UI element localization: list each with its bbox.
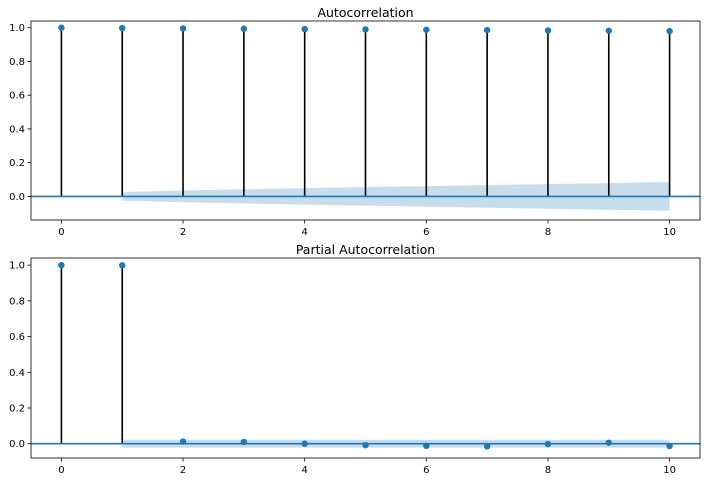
pacf-point-7 <box>483 443 491 450</box>
acf-point-2 <box>179 25 187 32</box>
acf-point-3 <box>240 25 248 32</box>
acf-panel: Autocorrelation 0 2 4 6 8 10 0.0 0.2 0.4 0.6 0.8 1.… <box>9 5 701 238</box>
acf-ytick-label: 0.0 <box>9 192 25 203</box>
acf-axes-frame <box>30 20 701 221</box>
acf-point-5 <box>362 26 369 33</box>
acf-point-6 <box>423 26 430 33</box>
acf-point-0 <box>58 24 65 31</box>
pacf-ytick-label: 0.4 <box>9 368 25 379</box>
acf-point-4 <box>301 25 308 33</box>
pacf-panel: Partial Autocorrelation 0 2 4 6 8 10 0.0 0.2 0.4… <box>9 242 701 476</box>
pacf-xtick-label: 0 <box>58 465 64 476</box>
pacf-xtick-label: 8 <box>545 465 551 476</box>
pacf-ytick-label: 0.0 <box>9 439 25 450</box>
pacf-title: Partial Autocorrelation <box>296 242 435 257</box>
acf-point-1 <box>119 24 126 32</box>
acf-xtick-label: 2 <box>180 227 186 238</box>
acf-xtick-label: 4 <box>301 227 307 238</box>
pacf-xtick-label: 10 <box>663 465 676 476</box>
pacf-axes-frame <box>30 257 701 459</box>
acf-point-9 <box>605 27 612 34</box>
pacf-point-0 <box>58 261 65 269</box>
pacf-ytick-label: 1.0 <box>9 261 25 272</box>
pacf-point-3 <box>240 438 248 446</box>
acf-ytick-label: 0.8 <box>9 57 25 68</box>
pacf-ytick-label: 0.2 <box>9 404 25 415</box>
acf-xtick-label: 10 <box>663 227 676 238</box>
acf-ytick-label: 0.2 <box>9 158 25 169</box>
pacf-xtick-label: 2 <box>180 465 186 476</box>
pacf-xtick-label: 6 <box>423 465 429 476</box>
acf-ytick-label: 0.4 <box>9 124 25 135</box>
pacf-xtick-label: 4 <box>301 465 307 476</box>
acf-ytick-label: 1.0 <box>9 23 25 34</box>
acf-xtick-label: 6 <box>423 227 429 238</box>
pacf-point-6 <box>423 442 430 450</box>
acf-point-7 <box>483 26 491 34</box>
pacf-point-8 <box>544 440 552 448</box>
acf-xtick-label: 8 <box>545 227 551 238</box>
pacf-point-1 <box>119 262 126 269</box>
pacf-point-4 <box>301 440 308 447</box>
pacf-ytick-label: 0.8 <box>9 296 25 307</box>
acf-ytick-label: 0.6 <box>9 91 25 102</box>
acf-point-10 <box>666 27 673 35</box>
acf-point-8 <box>544 27 552 34</box>
pacf-point-10 <box>666 442 673 450</box>
pacf-point-5 <box>362 441 369 449</box>
acf-xtick-label: 0 <box>58 227 64 238</box>
pacf-point-2 <box>179 438 187 445</box>
pacf-point-9 <box>605 439 612 446</box>
acf-title: Autocorrelation <box>317 5 413 20</box>
pacf-ytick-label: 0.6 <box>9 332 25 343</box>
